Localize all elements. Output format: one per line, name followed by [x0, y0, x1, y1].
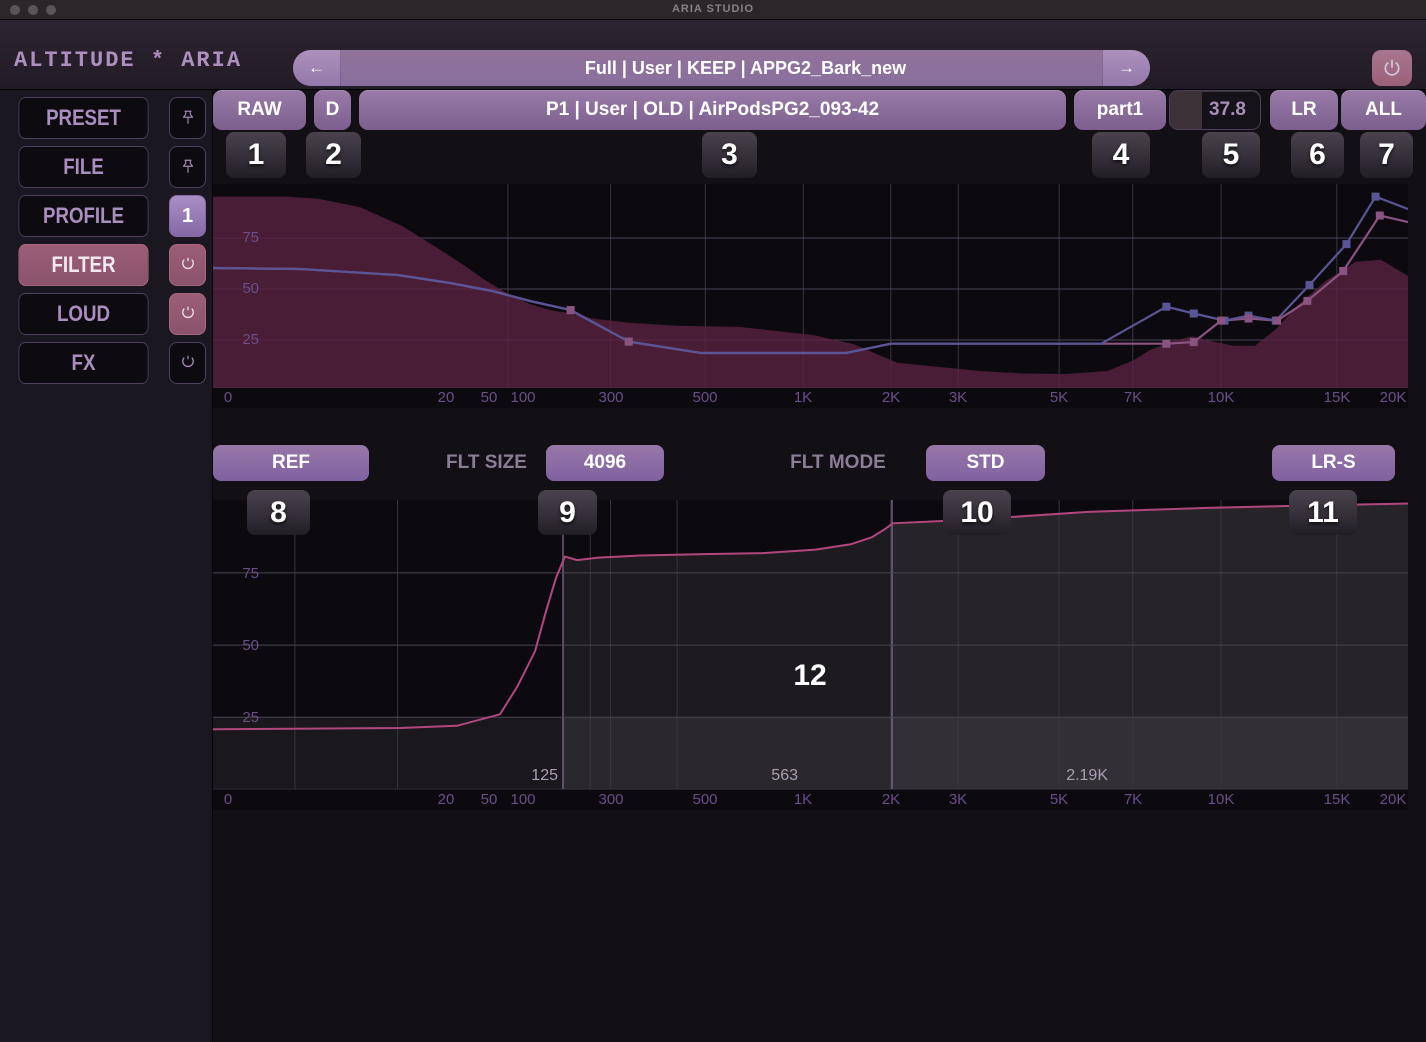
svg-text:300: 300: [598, 791, 623, 808]
svg-text:7K: 7K: [1124, 389, 1142, 406]
svg-text:15K: 15K: [1324, 791, 1351, 808]
svg-text:1K: 1K: [794, 389, 812, 406]
svg-text:25: 25: [242, 331, 259, 348]
svg-text:20: 20: [438, 389, 455, 406]
svg-text:50: 50: [481, 791, 498, 808]
svg-text:50: 50: [242, 637, 259, 654]
svg-text:500: 500: [692, 389, 717, 406]
svg-text:2.19K: 2.19K: [1066, 767, 1108, 784]
svg-text:5K: 5K: [1050, 389, 1068, 406]
svg-text:20K: 20K: [1380, 791, 1407, 808]
svg-text:0: 0: [224, 791, 232, 808]
svg-text:300: 300: [598, 389, 623, 406]
svg-text:7K: 7K: [1124, 791, 1142, 808]
svg-text:75: 75: [242, 229, 259, 246]
svg-text:2K: 2K: [882, 791, 900, 808]
svg-text:1K: 1K: [794, 791, 812, 808]
svg-text:125: 125: [531, 767, 558, 784]
svg-text:10K: 10K: [1208, 389, 1235, 406]
svg-text:5K: 5K: [1050, 791, 1068, 808]
svg-text:75: 75: [242, 565, 259, 582]
svg-text:563: 563: [771, 767, 798, 784]
svg-text:3K: 3K: [949, 389, 967, 406]
svg-text:100: 100: [510, 791, 535, 808]
svg-text:3K: 3K: [949, 791, 967, 808]
svg-text:25: 25: [242, 709, 259, 726]
svg-text:100: 100: [510, 389, 535, 406]
svg-text:0: 0: [224, 389, 232, 406]
svg-text:50: 50: [481, 389, 498, 406]
svg-text:20: 20: [438, 791, 455, 808]
svg-text:20K: 20K: [1380, 389, 1407, 406]
svg-text:12: 12: [793, 659, 826, 692]
svg-text:2K: 2K: [882, 389, 900, 406]
svg-text:500: 500: [692, 791, 717, 808]
svg-text:10K: 10K: [1208, 791, 1235, 808]
svg-text:50: 50: [242, 280, 259, 297]
svg-text:15K: 15K: [1324, 389, 1351, 406]
